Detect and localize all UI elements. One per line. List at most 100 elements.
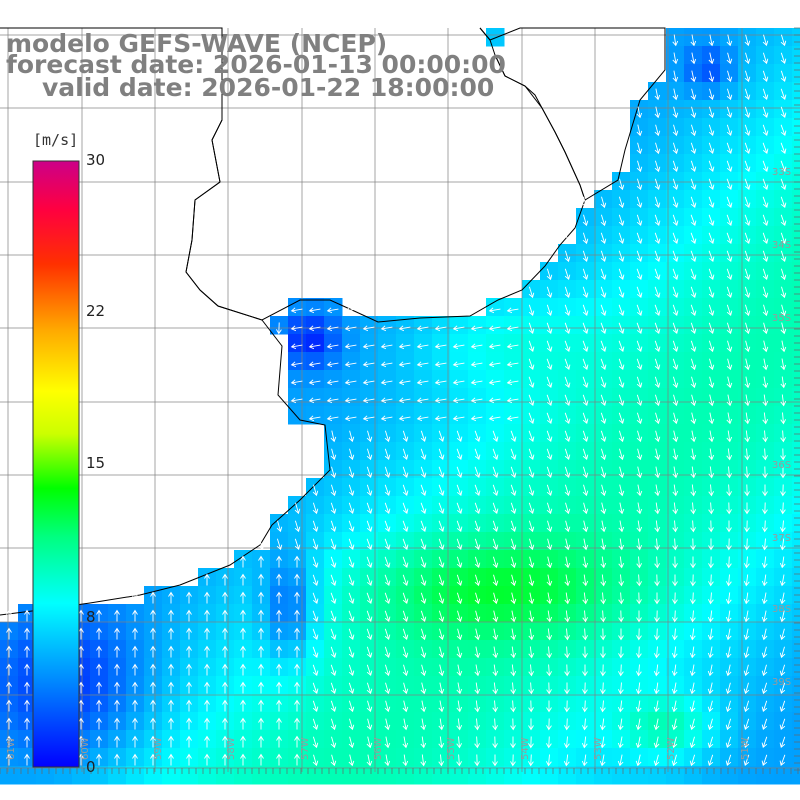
wind-arrow xyxy=(470,415,483,422)
wind-cell xyxy=(486,568,505,587)
wind-arrow xyxy=(779,700,786,713)
wind-cell xyxy=(522,370,541,389)
wind-cell xyxy=(756,640,775,659)
wind-cell xyxy=(756,64,775,83)
wind-cell xyxy=(576,550,595,569)
wind-arrow xyxy=(672,196,679,208)
wind-cell xyxy=(612,766,631,785)
wind-arrow xyxy=(636,574,642,587)
wind-arrow xyxy=(438,574,445,587)
wind-arrow xyxy=(546,376,553,388)
wind-arrow xyxy=(492,610,499,623)
wind-arrow xyxy=(546,628,553,641)
wind-arrow xyxy=(240,699,246,712)
wind-cell xyxy=(486,604,505,623)
wind-arrow xyxy=(290,307,303,314)
wind-cell xyxy=(396,460,415,479)
wind-arrow xyxy=(726,358,733,371)
wind-arrow xyxy=(348,538,355,550)
wind-cell xyxy=(738,136,757,155)
wind-arrow xyxy=(366,592,373,604)
wind-arrow xyxy=(456,682,463,695)
wind-arrow xyxy=(636,340,643,352)
wind-cell xyxy=(576,460,595,479)
wind-arrow xyxy=(308,361,321,368)
wind-arrow xyxy=(744,430,751,443)
wind-arrow xyxy=(492,682,499,695)
wind-arrow xyxy=(618,394,625,407)
wind-cell xyxy=(756,100,775,119)
wind-cell xyxy=(342,604,361,623)
wind-arrow xyxy=(654,214,661,226)
wind-cell xyxy=(450,316,469,335)
wind-arrow xyxy=(744,340,751,353)
wind-arrow xyxy=(456,754,462,767)
wind-cell xyxy=(396,442,415,461)
wind-arrow xyxy=(600,466,607,479)
wind-cell xyxy=(666,28,685,47)
wind-arrow xyxy=(510,484,517,496)
wind-arrow xyxy=(726,394,733,407)
lat-label: 33S xyxy=(772,167,791,178)
wind-arrow xyxy=(582,214,589,227)
wind-cell xyxy=(738,424,757,443)
wind-arrow xyxy=(618,610,624,623)
wind-arrow xyxy=(348,718,355,731)
wind-cell xyxy=(738,46,757,65)
wind-arrow xyxy=(618,556,625,569)
wind-cell xyxy=(486,406,505,425)
wind-arrow xyxy=(330,592,337,604)
wind-cell xyxy=(414,622,433,641)
wind-arrow xyxy=(582,196,589,209)
wind-cell xyxy=(756,424,775,443)
wind-arrow xyxy=(708,484,715,497)
wind-arrow xyxy=(761,718,768,731)
wind-arrow xyxy=(618,592,624,605)
wind-cell xyxy=(378,550,397,569)
wind-cell xyxy=(612,208,631,227)
wind-cell xyxy=(720,676,739,695)
wind-arrow xyxy=(528,376,535,388)
wind-cell xyxy=(612,334,631,353)
wind-cell xyxy=(792,64,800,83)
wind-arrow xyxy=(492,430,499,442)
wind-arrow xyxy=(366,610,373,622)
wind-arrow xyxy=(488,415,501,422)
wind-cell xyxy=(792,730,800,749)
lon-label: 55W xyxy=(446,737,457,760)
wind-arrow xyxy=(654,322,661,334)
wind-arrow xyxy=(420,430,427,443)
wind-cell xyxy=(522,316,541,335)
wind-arrow xyxy=(780,484,786,497)
wind-arrow xyxy=(474,736,480,749)
wind-cell xyxy=(666,298,685,317)
wind-arrow xyxy=(635,718,642,731)
wind-cell xyxy=(306,658,325,677)
wind-cell xyxy=(360,532,379,551)
wind-arrow xyxy=(600,520,607,533)
wind-cell xyxy=(684,262,703,281)
wind-arrow xyxy=(384,628,391,641)
wind-arrow xyxy=(654,412,661,425)
wind-arrow xyxy=(618,286,625,298)
wind-cell xyxy=(540,766,559,785)
wind-arrow xyxy=(528,340,535,352)
wind-cell xyxy=(648,478,667,497)
wind-cell xyxy=(756,748,775,767)
wind-arrow xyxy=(510,430,517,442)
wind-cell xyxy=(792,118,800,137)
wind-arrow xyxy=(366,466,373,479)
wind-arrow xyxy=(528,304,535,317)
wind-arrow xyxy=(672,484,679,497)
wind-arrow xyxy=(96,735,102,748)
wind-arrow xyxy=(654,196,661,209)
wind-cell xyxy=(324,514,343,533)
wind-cell xyxy=(666,190,685,209)
wind-arrow xyxy=(582,376,589,388)
wind-cell xyxy=(792,658,800,677)
wind-arrow xyxy=(654,232,661,244)
wind-arrow xyxy=(672,268,679,280)
wind-cell xyxy=(774,352,793,371)
lat-label: 37S xyxy=(772,533,791,544)
